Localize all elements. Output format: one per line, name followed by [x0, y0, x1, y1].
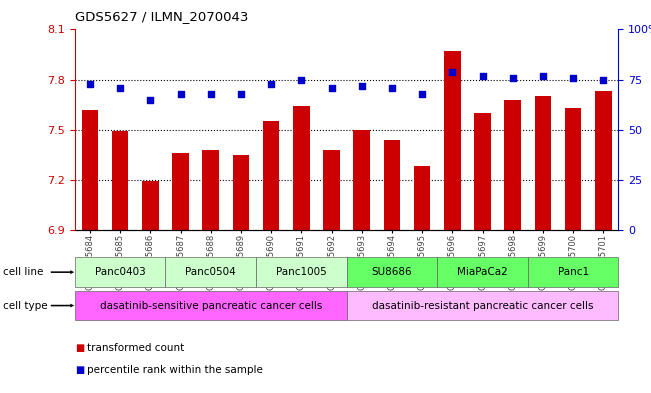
Point [568, 74, 578, 81]
Text: Panc1005: Panc1005 [276, 267, 327, 277]
Text: Panc0504: Panc0504 [186, 267, 236, 277]
Point [236, 90, 246, 97]
Text: ■: ■ [75, 365, 84, 375]
Bar [142, 182, 159, 230]
Text: transformed count: transformed count [87, 343, 184, 353]
Bar [263, 121, 279, 230]
Bar [595, 91, 612, 230]
Point [206, 90, 216, 97]
Point [115, 84, 126, 91]
Point [266, 81, 277, 87]
Text: SU8686: SU8686 [372, 267, 412, 277]
Point [296, 76, 307, 83]
Point [538, 72, 548, 79]
Point [598, 76, 609, 83]
Point [417, 90, 427, 97]
Bar [112, 131, 128, 230]
Point [145, 96, 156, 103]
Point [175, 90, 186, 97]
Bar [383, 140, 400, 230]
Point [477, 72, 488, 79]
Bar [232, 155, 249, 230]
Bar [293, 106, 310, 230]
Text: ■: ■ [75, 343, 84, 353]
Point [508, 74, 518, 81]
Point [357, 83, 367, 89]
Bar [324, 150, 340, 230]
Bar [444, 51, 461, 230]
Text: GDS5627 / ILMN_2070043: GDS5627 / ILMN_2070043 [75, 10, 248, 23]
Bar [474, 113, 491, 230]
Text: Panc0403: Panc0403 [95, 267, 146, 277]
Point [85, 81, 95, 87]
Text: MiaPaCa2: MiaPaCa2 [457, 267, 508, 277]
Point [387, 84, 397, 91]
Bar [173, 153, 189, 230]
Bar [202, 150, 219, 230]
Bar [81, 110, 98, 230]
Bar [505, 99, 521, 230]
Bar [414, 166, 430, 230]
Bar [565, 108, 581, 230]
Point [326, 84, 337, 91]
Bar [353, 130, 370, 230]
Text: percentile rank within the sample: percentile rank within the sample [87, 365, 262, 375]
Text: dasatinib-sensitive pancreatic cancer cells: dasatinib-sensitive pancreatic cancer ce… [100, 301, 322, 310]
Bar [534, 96, 551, 230]
Text: Panc1: Panc1 [558, 267, 589, 277]
Point [447, 68, 458, 75]
Text: cell type: cell type [3, 301, 48, 310]
Text: dasatinib-resistant pancreatic cancer cells: dasatinib-resistant pancreatic cancer ce… [372, 301, 593, 310]
Text: cell line: cell line [3, 267, 44, 277]
